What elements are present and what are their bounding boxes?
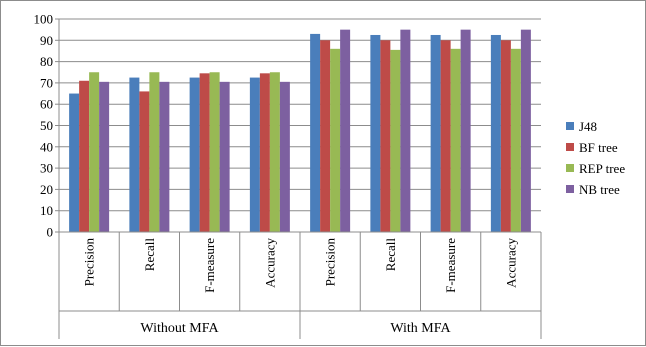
- legend: J48 BF tree REP tree NB tree: [566, 119, 625, 197]
- bar-nb-tree: [219, 81, 230, 233]
- bar-j48: [69, 93, 80, 232]
- y-tick-label: 80: [40, 54, 53, 69]
- x-category-label: F-measure: [202, 238, 217, 293]
- bar-bf-tree: [380, 40, 391, 232]
- axis-labels: 0 10 20 30 40 50 60 70 80 90 100 Precision Recall F-m…: [34, 12, 519, 337]
- bar-bf-tree: [199, 73, 210, 232]
- x-category-label: Accuracy: [262, 238, 277, 288]
- y-tick-label: 90: [40, 33, 53, 48]
- bar-rep-tree: [269, 72, 280, 232]
- bar-rep-tree: [510, 48, 521, 232]
- x-group-label: Without MFA: [140, 321, 219, 336]
- legend-label: NB tree: [579, 182, 620, 197]
- bar-nb-tree: [279, 81, 290, 233]
- legend-label: BF tree: [579, 140, 618, 155]
- y-tick-label: 20: [40, 182, 53, 197]
- bar-bf-tree: [500, 40, 511, 232]
- y-tick-label: 0: [47, 225, 54, 240]
- bar-rep-tree: [209, 72, 220, 232]
- x-category-label: Precision: [323, 238, 338, 287]
- x-category-label: Precision: [82, 238, 97, 287]
- bar-rep-tree: [330, 48, 341, 232]
- bar-j48: [370, 34, 381, 232]
- bar-j48: [129, 77, 140, 232]
- bar-j48: [249, 77, 260, 232]
- bars: [69, 29, 531, 233]
- bar-bf-tree: [259, 73, 270, 232]
- bar-bf-tree: [320, 40, 331, 232]
- y-tick-label: 10: [40, 203, 53, 218]
- y-tick-label: 40: [40, 139, 53, 154]
- legend-swatch: [566, 143, 574, 151]
- bar-rep-tree: [390, 49, 401, 233]
- x-category-label: F-measure: [443, 238, 458, 293]
- bar-j48: [189, 77, 200, 232]
- y-tick-label: 30: [40, 161, 53, 176]
- y-tick-label: 50: [40, 118, 53, 133]
- axes: [55, 18, 542, 339]
- bar-j48: [310, 33, 321, 232]
- y-tick-label: 70: [40, 75, 53, 90]
- bar-nb-tree: [99, 81, 110, 233]
- bar-rep-tree: [89, 72, 100, 232]
- legend-swatch: [566, 164, 574, 172]
- bar-nb-tree: [400, 29, 411, 233]
- x-category-label: Recall: [383, 238, 398, 272]
- bar-bf-tree: [440, 40, 451, 232]
- legend-label: J48: [579, 119, 597, 134]
- bar-nb-tree: [340, 29, 351, 233]
- x-category-label: Accuracy: [503, 238, 518, 288]
- legend-swatch: [566, 185, 574, 193]
- legend-swatch: [566, 122, 574, 130]
- bar-bf-tree: [139, 91, 150, 232]
- bar-j48: [430, 34, 441, 232]
- bar-rep-tree: [450, 48, 461, 232]
- bar-nb-tree: [460, 29, 471, 233]
- x-group-label: With MFA: [390, 321, 451, 336]
- bar-j48: [490, 34, 501, 232]
- y-tick-label: 60: [40, 97, 53, 112]
- y-tick-label: 100: [34, 12, 54, 27]
- x-category-label: Recall: [142, 238, 157, 272]
- bar-nb-tree: [520, 29, 531, 233]
- legend-label: REP tree: [579, 161, 625, 176]
- bar-nb-tree: [159, 81, 170, 233]
- bar-rep-tree: [149, 72, 160, 232]
- bar-bf-tree: [79, 80, 90, 233]
